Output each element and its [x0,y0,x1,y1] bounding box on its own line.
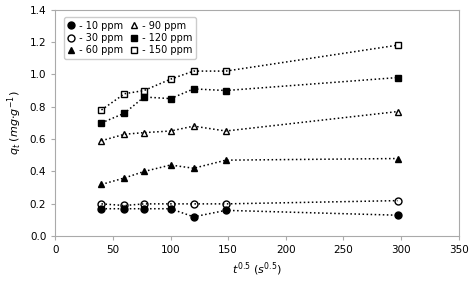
Legend:  - 10 ppm,  - 30 ppm,  - 60 ppm,  - 90 ppm,  - 120 ppm,  - 150 ppm: - 10 ppm, - 30 ppm, - 60 ppm, - 90 ppm, … [64,17,196,59]
Y-axis label: $q_t$ ($mg$$\cdot$$g^{-1}$): $q_t$ ($mg$$\cdot$$g^{-1}$) [6,91,24,155]
X-axis label: $t^{0.5}$ ($s^{0.5}$): $t^{0.5}$ ($s^{0.5}$) [232,261,282,278]
